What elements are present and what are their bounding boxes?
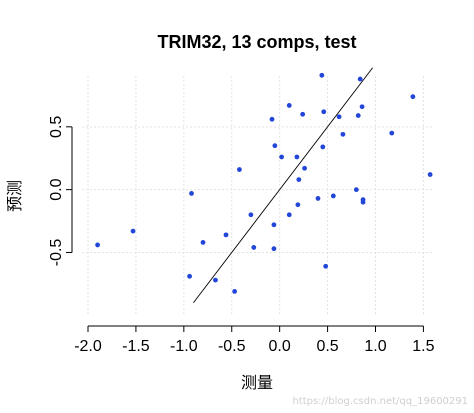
data-point-36 [360, 199, 366, 205]
data-point-9 [248, 212, 254, 218]
data-point-18 [294, 154, 300, 160]
watermark-text: https://blog.csdn.net/qq_19600291 [292, 396, 468, 407]
data-point-38 [410, 94, 416, 100]
data-points [95, 72, 433, 294]
data-point-6 [223, 232, 229, 238]
gridlines [82, 76, 433, 316]
data-point-32 [355, 113, 361, 118]
data-point-25 [321, 109, 327, 115]
data-point-37 [389, 130, 395, 136]
x-tick-label-1: -1.5 [122, 338, 150, 355]
data-point-26 [320, 144, 326, 150]
data-point-27 [323, 263, 329, 269]
data-point-15 [279, 154, 284, 160]
data-point-3 [187, 273, 192, 279]
data-point-19 [295, 202, 301, 208]
data-point-39 [427, 172, 433, 177]
data-point-8 [237, 167, 242, 172]
x-tick-label-2: -1.0 [170, 338, 198, 355]
y-axis-label: 预测 [5, 180, 24, 212]
data-point-22 [302, 165, 307, 171]
x-axis: -2.0 -1.5 -1.0 -0.5 0.0 0.5 1.0 1.5 [74, 325, 435, 355]
data-point-28 [330, 193, 336, 199]
x-tick-label-6: 1.0 [364, 338, 386, 355]
data-point-4 [200, 240, 206, 245]
x-tick-label-5: 0.5 [316, 338, 338, 355]
data-point-17 [286, 212, 292, 218]
y-tick-label-2: 0.5 [48, 116, 65, 138]
data-point-29 [336, 114, 342, 120]
y-tick-label-0: -0.5 [48, 239, 65, 267]
data-point-16 [286, 103, 292, 108]
data-point-10 [251, 245, 257, 250]
data-point-34 [359, 104, 365, 110]
x-tick-label-0: -2.0 [74, 338, 102, 355]
data-point-31 [353, 187, 359, 193]
data-point-0 [95, 242, 100, 248]
data-point-13 [271, 222, 277, 228]
reference-line-layer [193, 67, 373, 303]
data-point-14 [271, 246, 277, 252]
data-point-30 [340, 131, 346, 137]
data-point-21 [300, 111, 306, 117]
x-tick-label-4: 0.0 [269, 338, 291, 355]
data-point-12 [272, 143, 278, 149]
data-point-24 [319, 72, 325, 78]
data-point-33 [357, 76, 363, 82]
y-tick-label-1: 0.0 [48, 178, 65, 200]
data-point-2 [189, 191, 194, 196]
data-point-20 [296, 177, 302, 182]
chart-title: TRIM32, 13 comps, test [157, 32, 356, 52]
x-tick-label-7: 1.5 [412, 338, 434, 355]
y-axis: -0.5 0.0 0.5 [48, 116, 73, 267]
data-point-5 [213, 277, 218, 283]
data-point-23 [315, 196, 321, 201]
data-point-11 [269, 116, 275, 122]
x-axis-label: 测量 [241, 373, 273, 392]
x-tick-label-3: -0.5 [218, 338, 246, 355]
identity-reference-line [193, 67, 373, 303]
data-point-1 [130, 228, 136, 234]
data-point-7 [232, 289, 238, 294]
